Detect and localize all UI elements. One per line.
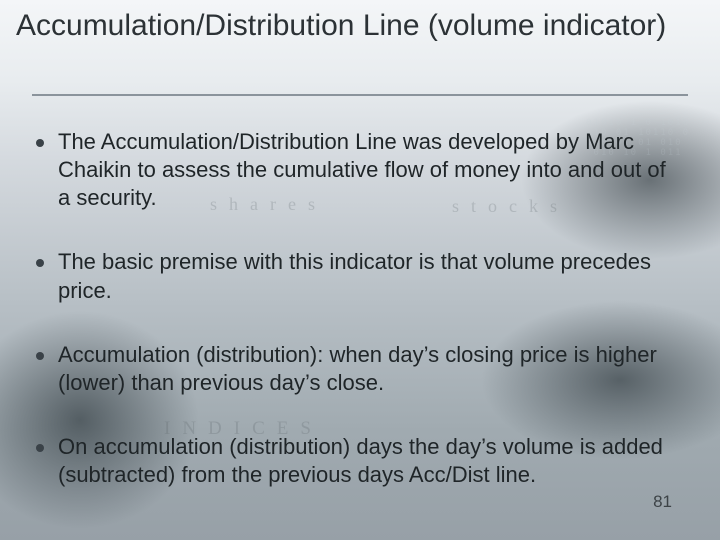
slide-title: Accumulation/Distribution Line (volume i… [16, 8, 700, 44]
bullet-text: The basic premise with this indicator is… [58, 248, 680, 304]
bullet-item: The basic premise with this indicator is… [36, 248, 680, 304]
bullet-text: On accumulation (distribution) days the … [58, 433, 680, 489]
bullet-item: Accumulation (distribution): when day’s … [36, 341, 680, 397]
bullet-dot-icon [36, 259, 44, 267]
bullet-dot-icon [36, 352, 44, 360]
bullet-dot-icon [36, 444, 44, 452]
bullet-text: The Accumulation/Distribution Line was d… [58, 128, 680, 212]
bullet-text: Accumulation (distribution): when day’s … [58, 341, 680, 397]
slide-body: The Accumulation/Distribution Line was d… [36, 128, 680, 489]
bullet-item: The Accumulation/Distribution Line was d… [36, 128, 680, 212]
bullet-dot-icon [36, 139, 44, 147]
slide: shares stocks INDICES 01010 1 0 1010 10 … [0, 0, 720, 540]
bullet-item: On accumulation (distribution) days the … [36, 433, 680, 489]
page-number: 81 [653, 492, 672, 512]
title-underline [32, 94, 688, 96]
